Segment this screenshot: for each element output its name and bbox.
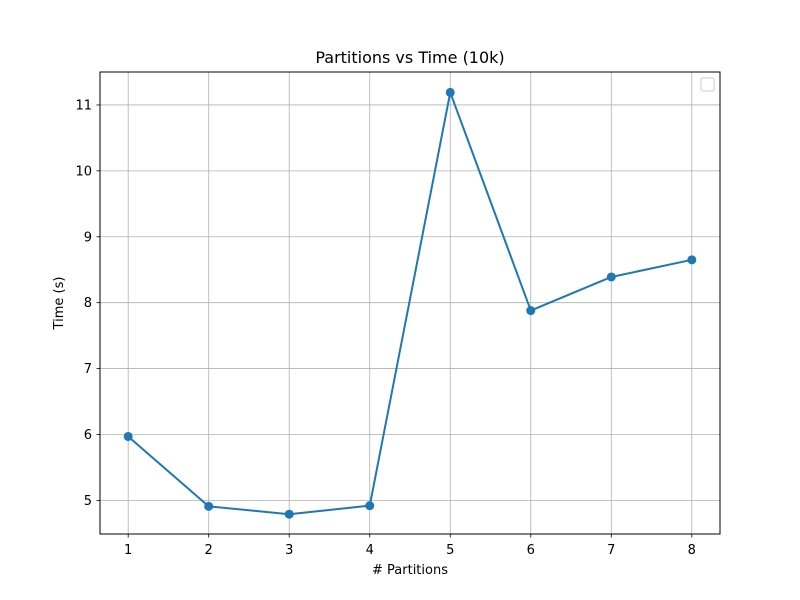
data-point <box>687 255 697 265</box>
y-tick-label: 5 <box>84 494 92 509</box>
y-tick-label: 7 <box>84 362 92 377</box>
x-tick-label: 3 <box>285 543 293 558</box>
y-tick-label: 10 <box>75 164 92 179</box>
data-point <box>365 501 375 511</box>
y-tick-label: 8 <box>84 296 92 311</box>
x-axis-label: # Partitions <box>372 563 448 578</box>
x-tick-label: 4 <box>366 543 374 558</box>
y-tick-label: 11 <box>75 98 92 113</box>
legend-box <box>700 77 715 92</box>
x-tick-label: 7 <box>607 543 615 558</box>
y-axis-label: Time (s) <box>52 277 67 331</box>
x-tick-label: 5 <box>446 543 454 558</box>
x-tick-label: 2 <box>205 543 213 558</box>
plot-frame <box>99 71 721 535</box>
data-point <box>526 306 536 316</box>
series <box>123 87 697 519</box>
data-point <box>204 501 214 511</box>
y-tick-label: 9 <box>84 230 92 245</box>
y-tick-label: 6 <box>84 428 92 443</box>
x-tick-label: 8 <box>688 543 696 558</box>
ticks: 1 2 3 4 5 6 7 8 5 6 7 8 9 10 11 <box>75 98 696 558</box>
x-tick-label: 1 <box>124 543 132 558</box>
series-line <box>127 91 693 516</box>
data-point <box>123 431 133 441</box>
data-point <box>606 272 616 282</box>
x-tick-label: 6 <box>527 543 535 558</box>
chart-title: Partitions vs Time (10k) <box>315 48 504 67</box>
data-point <box>284 509 294 519</box>
grid <box>100 72 720 534</box>
data-point <box>445 87 455 97</box>
